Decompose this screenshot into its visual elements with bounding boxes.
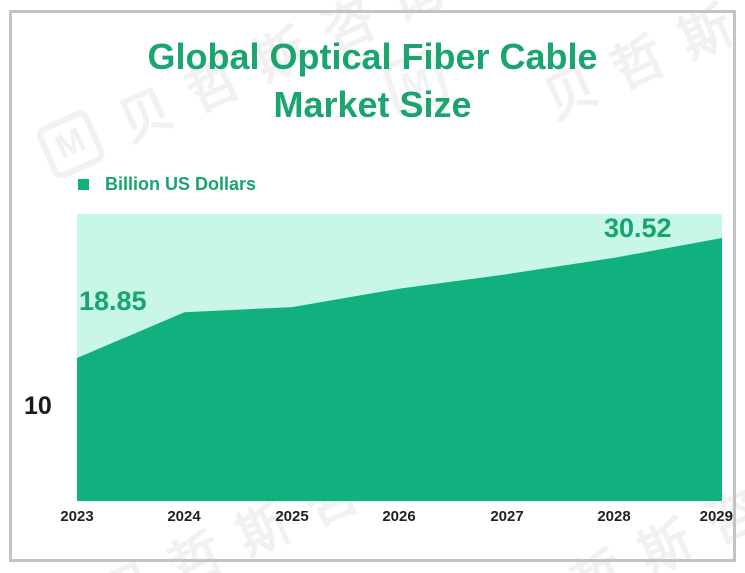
chart-title-line2: Market Size [273,84,472,125]
legend: Billion US Dollars [78,174,256,195]
plot-area [77,214,722,501]
x-axis-label-2025: 2025 [275,508,309,525]
x-axis-label-2029: 2029 [699,508,733,525]
chart-title-line1: Global Optical Fiber Cable [147,36,598,77]
x-axis-label-2026: 2026 [382,508,416,525]
data-label-2023: 18.85 [79,286,147,316]
legend-label: Billion US Dollars [105,174,257,194]
x-axis-label-2023: 2023 [60,508,94,525]
y-axis-tick-label: 10 [24,392,52,420]
data-label-2029: 30.52 [604,213,672,243]
x-axis-label-2027: 2027 [490,508,524,525]
legend-square-icon [78,179,89,190]
area-series [77,238,722,501]
chart-title: Global Optical Fiber Cable Market Size [0,33,745,129]
x-axis-label-2024: 2024 [167,508,201,525]
area-series-polygon [77,238,722,501]
x-axis-label-2028: 2028 [597,508,631,525]
